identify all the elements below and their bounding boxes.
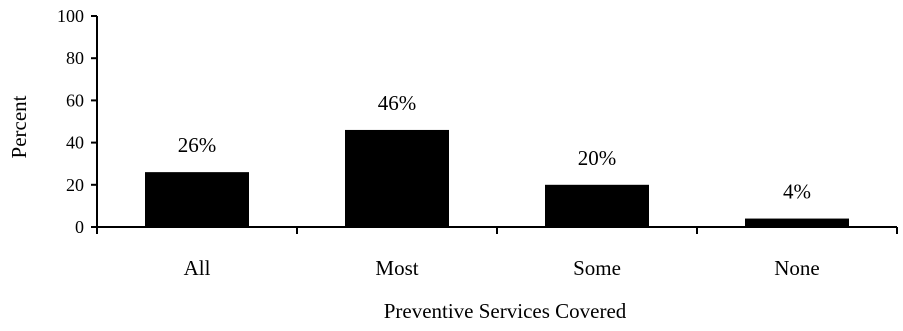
x-tick-label: Some [573,256,621,280]
x-axis-title: Preventive Services Covered [384,299,627,323]
y-tick-label: 100 [57,6,84,26]
x-axis: All Most Some None [96,226,898,280]
data-label: 46% [378,91,417,115]
y-tick-label: 0 [75,217,84,237]
data-labels: 26% 46% 20% 4% [178,91,811,204]
data-label: 20% [578,146,617,170]
bars [145,129,849,227]
bar [345,129,449,227]
y-axis-title: Percent [7,95,31,158]
data-label: 4% [783,180,811,204]
data-label: 26% [178,133,217,157]
bar [145,172,249,227]
bar [545,184,649,227]
x-tick-label: None [774,256,820,280]
bar [745,218,849,227]
y-tick-label: 80 [66,48,84,68]
x-tick-label: All [184,256,211,280]
x-tick-label: Most [375,256,418,280]
y-tick-label: 60 [66,90,84,110]
y-axis: 0 20 40 60 80 100 [57,6,98,237]
y-tick-label: 20 [66,175,84,195]
y-tick-label: 40 [66,133,84,153]
